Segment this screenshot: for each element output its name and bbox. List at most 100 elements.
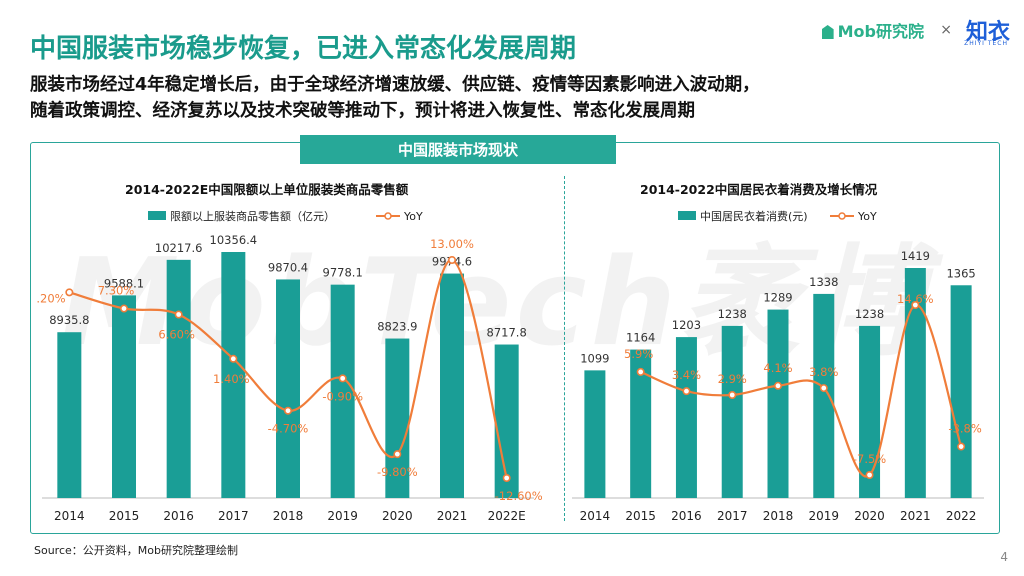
right-yoy-label: -7.5% [853, 452, 886, 466]
left-yoy-point [65, 288, 74, 297]
left-yoy-label: -4.70% [268, 422, 309, 436]
right-yoy-label: -3.8% [948, 422, 981, 436]
left-yoy-label: -9.80% [377, 465, 418, 479]
mob-logo-text: Mob研究院 [837, 22, 924, 41]
left-x-tick: 2016 [163, 509, 194, 523]
right-bar [904, 268, 926, 498]
right-legend-bar-swatch [678, 211, 696, 220]
subtitle-line-2: 随着政策调控、经济复苏以及技术突破等推动下，预计将进入恢复性、常态化发展周期 [30, 101, 695, 121]
left-yoy-label: -12.60% [495, 489, 543, 503]
panel-banner: 中国服装市场现状 [300, 135, 616, 164]
left-bar [112, 295, 136, 498]
page-number: 4 [1000, 550, 1008, 564]
right-legend-bar-label: 中国居民衣着消费(元) [700, 209, 808, 223]
left-bar-label: 8935.8 [49, 313, 89, 327]
panel-divider [564, 176, 565, 521]
left-bar-label: 8717.8 [487, 326, 527, 340]
right-x-tick: 2022 [946, 509, 977, 523]
left-bar [440, 273, 464, 498]
right-yoy-label: 3.8% [809, 365, 838, 379]
left-yoy-point [502, 473, 511, 482]
right-yoy-label: 5.9% [624, 347, 653, 361]
right-bar-label: 1419 [901, 249, 930, 263]
right-chart-title: 2014-2022中国居民衣着消费及增长情况 [640, 182, 878, 197]
left-bar-label: 9778.1 [323, 266, 363, 280]
left-legend-line-label: YoY [403, 210, 423, 223]
left-yoy-label: 9.20% [36, 291, 66, 305]
right-yoy-point [911, 301, 920, 310]
right-yoy-point [865, 470, 874, 479]
left-x-tick: 2014 [54, 509, 85, 523]
left-x-tick: 2018 [273, 509, 304, 523]
right-yoy-label: 2.9% [718, 372, 747, 386]
right-bar [721, 325, 743, 498]
left-yoy-point [338, 374, 347, 383]
left-legend-line-marker [384, 212, 392, 220]
right-yoy-point [636, 367, 645, 376]
left-bar-label: 8823.9 [377, 320, 417, 334]
left-bar [494, 344, 519, 498]
zhiyi-logo-sub: ZHIYI TECH [964, 40, 1008, 47]
left-yoy-point [447, 255, 456, 264]
right-bar-label: 1164 [626, 331, 655, 345]
right-bar [675, 337, 697, 498]
right-yoy-label: 14.6% [897, 292, 934, 306]
left-bar [385, 338, 410, 498]
left-yoy-label: 1.40% [213, 372, 250, 386]
right-yoy-point [819, 384, 828, 393]
right-yoy-point [728, 391, 737, 400]
right-bar [630, 349, 652, 498]
right-yoy-point [682, 387, 691, 396]
right-yoy-label: 3.4% [672, 368, 701, 382]
left-bar-label: 10356.4 [210, 233, 258, 247]
left-yoy-point [393, 450, 402, 459]
right-bar-label: 1238 [855, 307, 884, 321]
left-legend-bar-label: 限额以上服装商品零售额（亿元） [170, 209, 335, 223]
right-yoy-point [957, 442, 966, 451]
right-bar-label: 1338 [809, 275, 838, 289]
right-yoy-label: 4.1% [763, 361, 792, 375]
right-x-tick: 2015 [625, 509, 656, 523]
left-yoy-label: -0.90% [322, 389, 363, 403]
left-x-tick: 2021 [437, 509, 468, 523]
left-x-tick: 2020 [382, 509, 413, 523]
right-x-tick: 2020 [854, 509, 885, 523]
right-bar [859, 325, 881, 498]
left-bar-label: 9588.1 [104, 276, 144, 290]
left-bar [166, 259, 191, 498]
right-x-tick: 2019 [809, 509, 840, 523]
clothing-consumption-chart: 中国居民衣着消费(元) YoY 1099 1164 1203 1238 1289 1338 12… [572, 209, 984, 523]
brand-separator: × [940, 22, 952, 38]
page-subtitle: 服装市场经过4年稳定增长后，由于全球经济增速放缓、供应链、疫情等因素影响进入波动… [30, 72, 1010, 124]
left-yoy-point [174, 310, 183, 319]
left-x-tick: 2022E [488, 509, 526, 523]
left-yoy-label: 7.30% [98, 284, 135, 298]
left-x-tick: 2017 [218, 509, 249, 523]
right-legend-line-marker [838, 212, 846, 220]
right-bar [950, 285, 972, 498]
right-bar [584, 370, 606, 498]
left-yoy-point [120, 304, 129, 313]
mob-logo-icon [821, 25, 834, 39]
left-bar [276, 279, 300, 498]
right-bar [767, 309, 789, 498]
left-chart-title: 2014-2022E中国限额以上单位服装类商品零售额 [125, 182, 409, 197]
source-note: Source：公开资料，Mob研究院整理绘制 [34, 544, 238, 557]
left-bar [57, 332, 82, 498]
left-yoy-label: 13.00% [430, 237, 474, 251]
zhiyi-logo: 知衣 [965, 20, 1010, 45]
left-legend-bar-swatch [148, 211, 166, 220]
retail-sales-chart: 限额以上服装商品零售额（亿元） YoY 8935.8 9588.1 10217.6 103… [36, 209, 543, 523]
left-yoy-point [284, 406, 293, 415]
right-bar [813, 293, 835, 498]
right-x-tick: 2014 [580, 509, 611, 523]
right-legend-line-label: YoY [857, 210, 877, 223]
right-bar-label: 1099 [580, 351, 609, 365]
left-x-tick: 2015 [109, 509, 140, 523]
left-bar [330, 284, 355, 498]
right-x-tick: 2016 [671, 509, 702, 523]
left-bar [221, 252, 246, 498]
left-bar-label: 9870.4 [268, 260, 308, 274]
right-bar-label: 1203 [672, 318, 701, 332]
right-bar-label: 1289 [763, 291, 792, 305]
